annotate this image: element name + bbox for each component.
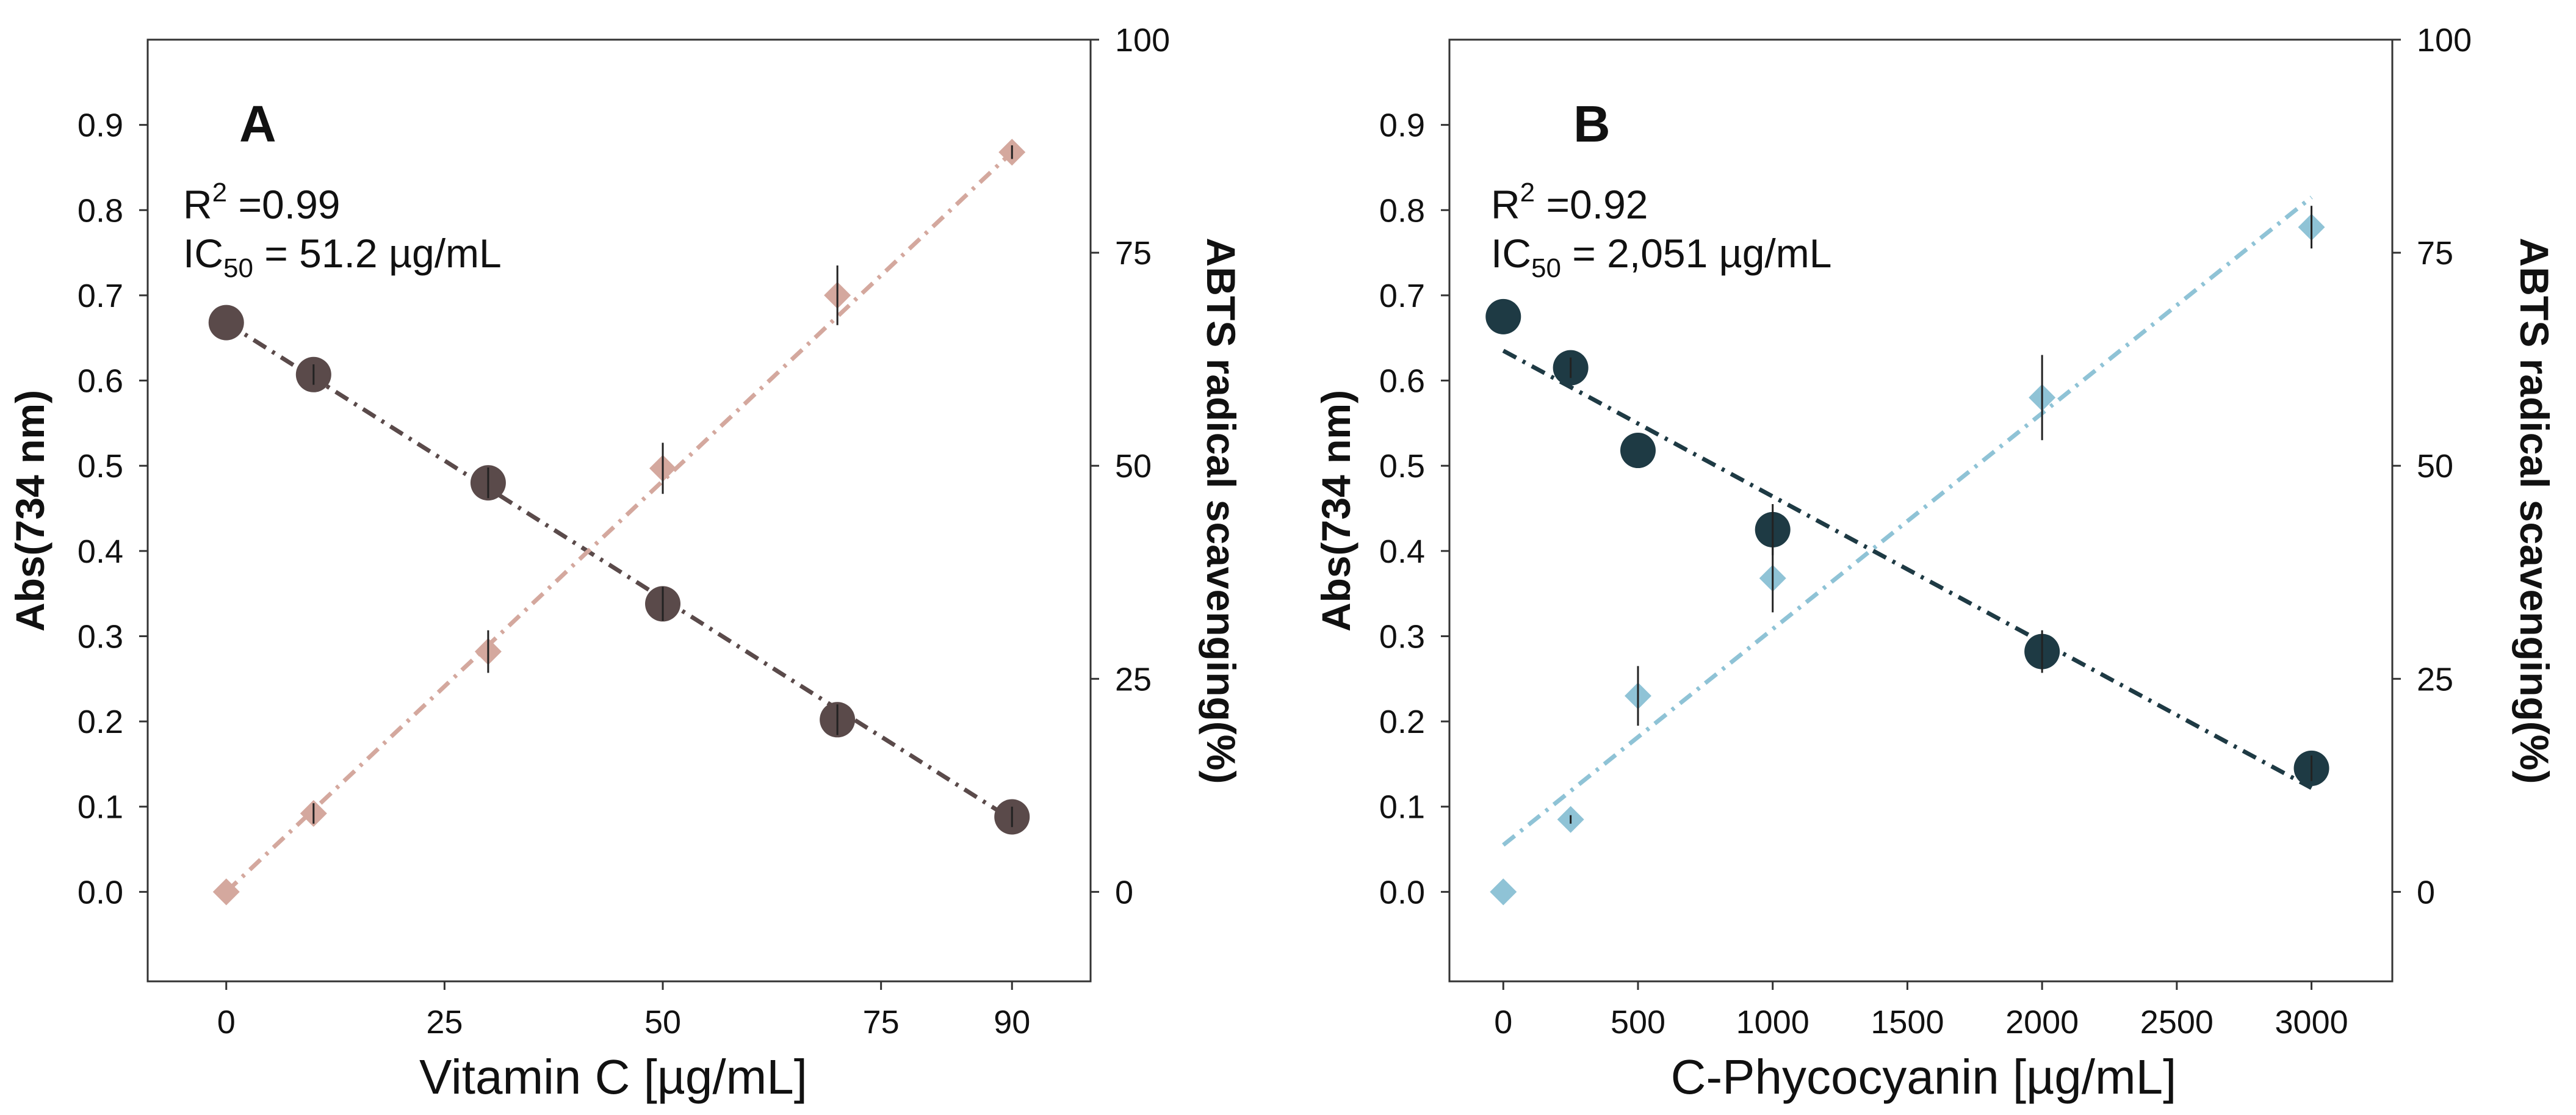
y-tick-label-right: 0 <box>2417 874 2435 911</box>
panel-a: 0.0 0.1 0.2 0.3 0.4 0.5 0.6 0.7 0.8 0.9 0 25 50 75 10… <box>7 22 1244 1104</box>
scavenging-point <box>212 878 240 906</box>
panel-label: B <box>1573 95 1611 153</box>
y-tick-label-right: 75 <box>1115 235 1152 272</box>
y-tick-label-left: 0.7 <box>78 278 123 314</box>
right-axis-ticks: 0 25 50 75 100 <box>2392 22 2472 911</box>
x-tick-label: 500 <box>1611 1004 1665 1041</box>
data-marks <box>208 139 1030 906</box>
right-axis-title: ABTS radical scavenging(%) <box>1199 238 1244 784</box>
left-axis-title: Abs(734 nm) <box>1313 390 1358 632</box>
y-tick-label-left: 0.7 <box>1379 278 1425 314</box>
y-tick-label-left: 0.3 <box>1379 618 1425 655</box>
y-tick-label-right: 25 <box>1115 661 1152 698</box>
panel-b: 0.0 0.1 0.2 0.3 0.4 0.5 0.6 0.7 0.8 0.9 0 25 50 75 10… <box>1313 22 2557 1104</box>
y-tick-label-left: 0.0 <box>78 874 123 911</box>
right-axis-title: ABTS radical scavenging(%) <box>2512 238 2557 784</box>
y-tick-label-right: 0 <box>1115 874 1133 911</box>
y-tick-label-left: 0.9 <box>78 107 123 144</box>
x-tick-label: 90 <box>994 1004 1030 1041</box>
left-axis-ticks: 0.0 0.1 0.2 0.3 0.4 0.5 0.6 0.7 0.8 0.9 <box>78 107 148 911</box>
y-tick-label-left: 0.5 <box>1379 448 1425 485</box>
y-tick-label-right: 50 <box>1115 448 1152 485</box>
x-axis-title: C-Phycocyanin [µg/mL] <box>1671 1050 2177 1104</box>
x-axis-ticks: 0 25 50 75 90 <box>217 981 1030 1041</box>
y-tick-label-left: 0.2 <box>1379 704 1425 740</box>
x-tick-label: 1500 <box>1871 1004 1944 1041</box>
y-tick-label-left: 0.4 <box>1379 533 1425 570</box>
absorbance-point <box>1620 433 1656 469</box>
y-tick-label-left: 0.0 <box>1379 874 1425 911</box>
ic50-annotation: IC50 = 51.2 µg/mL <box>183 231 502 283</box>
fit-lines <box>1502 195 2313 847</box>
y-tick-label-left: 0.8 <box>78 192 123 229</box>
x-tick-label: 2500 <box>2140 1004 2213 1041</box>
absorbance-fit-line <box>225 320 1014 821</box>
x-tick-label: 25 <box>426 1004 463 1041</box>
x-tick-label: 2000 <box>2005 1004 2079 1041</box>
plot-frame <box>146 38 1092 983</box>
r-squared-annotation: R2 =0.92 <box>1491 178 1648 227</box>
y-tick-label-left: 0.2 <box>78 704 123 740</box>
y-tick-label-right: 50 <box>2417 448 2453 485</box>
y-tick-label-left: 0.3 <box>78 618 123 655</box>
scavenging-point <box>1490 878 1517 906</box>
ic50-annotation: IC50 = 2,051 µg/mL <box>1491 231 1831 283</box>
data-marks <box>1485 206 2329 906</box>
absorbance-point <box>1485 298 1521 334</box>
x-tick-label: 3000 <box>2275 1004 2348 1041</box>
x-tick-label: 75 <box>863 1004 900 1041</box>
panel-label: A <box>239 95 276 153</box>
r-squared-annotation: R2 =0.99 <box>183 178 341 227</box>
right-axis-ticks: 0 25 50 75 100 <box>1091 22 1170 911</box>
x-axis-ticks: 0 500 1000 1500 2000 2500 3000 <box>1494 981 2348 1041</box>
x-axis-title: Vitamin C [µg/mL] <box>419 1050 807 1104</box>
x-tick-label: 0 <box>217 1004 236 1041</box>
y-tick-label-right: 100 <box>2417 22 2472 59</box>
scavenging-fit-line <box>1502 195 2313 847</box>
y-tick-label-left: 0.6 <box>78 363 123 400</box>
scavenging-fit-line <box>225 150 1014 893</box>
absorbance-fit-line <box>1502 348 2313 790</box>
x-tick-label: 1000 <box>1736 1004 1809 1041</box>
y-tick-label-left: 0.1 <box>78 789 123 826</box>
left-axis-ticks: 0.0 0.1 0.2 0.3 0.4 0.5 0.6 0.7 0.8 0.9 <box>1379 107 1449 911</box>
x-tick-label: 0 <box>1494 1004 1512 1041</box>
y-tick-label-right: 25 <box>2417 661 2453 698</box>
y-tick-label-left: 0.8 <box>1379 192 1425 229</box>
y-tick-label-left: 0.1 <box>1379 789 1425 826</box>
y-tick-label-left: 0.6 <box>1379 363 1425 400</box>
y-tick-label-right: 75 <box>2417 235 2453 272</box>
fit-lines <box>225 150 1014 893</box>
absorbance-point <box>208 305 244 341</box>
y-tick-label-left: 0.5 <box>78 448 123 485</box>
y-tick-label-right: 100 <box>1115 22 1170 59</box>
y-tick-label-left: 0.9 <box>1379 107 1425 144</box>
plot-frame <box>1448 38 2394 983</box>
y-tick-label-left: 0.4 <box>78 533 123 570</box>
x-tick-label: 50 <box>644 1004 681 1041</box>
left-axis-title: Abs(734 nm) <box>7 390 52 632</box>
